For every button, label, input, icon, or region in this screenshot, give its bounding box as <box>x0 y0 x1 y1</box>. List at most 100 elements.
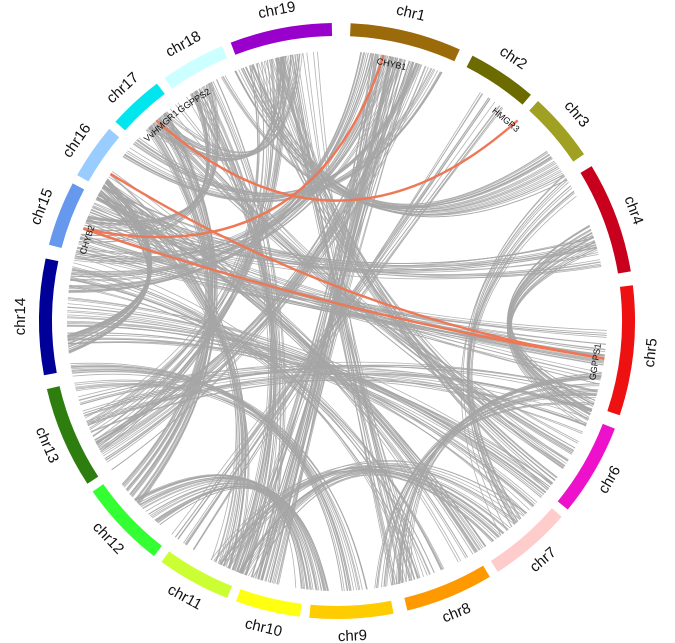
synteny-link <box>469 179 568 520</box>
chromosome-label-chr11: chr11 <box>165 581 205 613</box>
chromosome-segment-chr6 <box>557 423 615 510</box>
synteny-link <box>99 63 265 450</box>
synteny-link <box>67 341 553 485</box>
synteny-link <box>255 63 556 481</box>
synteny-link <box>73 262 428 576</box>
highlighted-link <box>109 172 605 360</box>
synteny-link <box>238 471 500 573</box>
synteny-link <box>140 478 303 589</box>
chromosome-segment-chr14 <box>38 258 59 376</box>
synteny-link <box>163 113 568 462</box>
chromosome-segment-chr17 <box>115 83 165 131</box>
chromosome-label-chr13: chr13 <box>32 424 62 465</box>
chromosome-ring <box>38 23 635 620</box>
synteny-link <box>270 58 553 484</box>
synteny-link <box>252 64 558 210</box>
synteny-link <box>471 195 577 519</box>
synteny-link <box>216 79 281 576</box>
synteny-link <box>134 474 308 590</box>
synteny-link <box>67 317 547 493</box>
synteny-link <box>253 474 495 578</box>
synteny-link <box>123 68 435 202</box>
synteny-link <box>193 106 503 551</box>
synteny-link <box>127 63 420 199</box>
chromosome-label-chr14: chr14 <box>12 298 30 336</box>
synteny-link <box>508 236 594 416</box>
chromosome-label-chr1: chr1 <box>395 2 427 25</box>
synteny-link <box>71 368 355 591</box>
synteny-link <box>68 184 151 352</box>
chromosome-segment-chr19 <box>230 23 333 55</box>
synteny-link <box>241 68 548 205</box>
chromosome-label-chr9: chr9 <box>337 627 367 643</box>
synteny-link <box>67 306 548 491</box>
synteny-link <box>243 471 502 575</box>
chromosome-segment-chr18 <box>164 46 227 89</box>
chromosome-label-chr10: chr10 <box>243 615 283 640</box>
synteny-link <box>191 93 269 569</box>
synteny-link <box>462 175 565 532</box>
synteny-link <box>212 80 286 581</box>
chromosome-label-chr5: chr5 <box>641 337 661 368</box>
synteny-link <box>102 63 418 457</box>
chromosome-segment-chr5 <box>607 285 635 416</box>
synteny-link <box>198 88 272 569</box>
synteny-link <box>272 58 557 479</box>
synteny-link <box>66 320 551 488</box>
synteny-link <box>215 79 278 572</box>
synteny-link <box>75 55 386 259</box>
synteny-link <box>210 81 285 580</box>
synteny-link <box>160 116 572 455</box>
chromosome-label-chr18: chr18 <box>163 28 204 61</box>
synteny-link <box>67 337 535 506</box>
chromosome-segment-chr2 <box>466 55 531 105</box>
synteny-link <box>67 325 534 507</box>
synteny-link <box>470 192 575 520</box>
synteny-link <box>296 53 412 581</box>
synteny-link <box>460 178 567 536</box>
synteny-link <box>219 466 508 565</box>
synteny-link <box>175 104 576 449</box>
synteny-link <box>67 342 533 508</box>
synteny-link <box>87 91 209 223</box>
synteny-link <box>69 286 443 570</box>
synteny-link <box>79 88 211 240</box>
synteny-link <box>171 97 489 535</box>
synteny-link <box>156 486 317 591</box>
synteny-link <box>240 54 382 574</box>
highlighted-link <box>155 119 519 202</box>
synteny-link <box>121 129 206 485</box>
chromosome-label-chr16: chr16 <box>59 120 94 161</box>
highlighted-links <box>82 54 605 360</box>
chromosome-segment-chr1 <box>350 23 460 62</box>
synteny-link <box>70 278 431 575</box>
chromosome-label-chr7: chr7 <box>527 544 560 576</box>
synteny-link <box>466 174 565 523</box>
chromosome-label-chr19: chr19 <box>257 0 297 22</box>
chromosome-segment-chr3 <box>529 101 585 162</box>
synteny-link <box>94 202 601 276</box>
gene-label-ggpps2: GGPPS2 <box>176 86 212 115</box>
chromosome-segment-chr4 <box>580 166 631 274</box>
chromosome-label-chr6: chr6 <box>595 463 624 497</box>
synteny-link <box>69 284 420 579</box>
synteny-link <box>137 112 218 504</box>
synteny-link <box>99 191 244 568</box>
synteny-link <box>275 57 548 491</box>
synteny-link <box>67 341 550 489</box>
synteny-link <box>68 192 149 353</box>
synteny-link <box>136 71 443 196</box>
synteny-link <box>87 83 218 222</box>
synteny-link <box>202 86 275 573</box>
synteny-link <box>156 119 576 449</box>
synteny-link <box>71 367 348 591</box>
chromosome-segment-chr16 <box>77 128 120 182</box>
chromosome-segment-chr7 <box>490 508 562 572</box>
chromosome-segment-chr9 <box>309 600 394 620</box>
synteny-link <box>142 479 311 590</box>
chromosome-label-chr4: chr4 <box>621 194 647 227</box>
chromosome-segment-chr11 <box>161 551 233 599</box>
synteny-link <box>72 266 416 580</box>
